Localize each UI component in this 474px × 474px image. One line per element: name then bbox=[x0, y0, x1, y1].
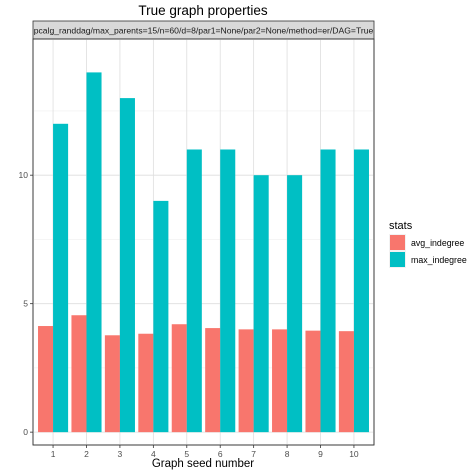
x-tick-label: 9 bbox=[318, 449, 323, 459]
x-tick-label: 3 bbox=[118, 449, 123, 459]
legend-key-avg-indegree bbox=[390, 235, 405, 250]
x-tick-label: 5 bbox=[184, 449, 189, 459]
bar-avg-indegree-2 bbox=[71, 315, 87, 433]
bar-max-indegree-1 bbox=[53, 123, 69, 433]
x-tick-label: 10 bbox=[349, 449, 359, 459]
legend-title: stats bbox=[389, 220, 413, 232]
bar-avg-indegree-6 bbox=[205, 328, 221, 433]
x-axis-title: Graph seed number bbox=[152, 458, 254, 470]
bar-max-indegree-5 bbox=[186, 149, 202, 433]
bar-max-indegree-6 bbox=[220, 149, 236, 433]
bar-max-indegree-9 bbox=[320, 149, 336, 433]
x-tick-label: 6 bbox=[218, 449, 223, 459]
bar-max-indegree-8 bbox=[287, 175, 303, 433]
bar-max-indegree-3 bbox=[119, 98, 135, 433]
facet-label: pcalg_randdag/max_parents=15/n=60/d=8/pa… bbox=[34, 26, 374, 36]
bar-max-indegree-10 bbox=[353, 149, 369, 433]
bars bbox=[38, 72, 369, 433]
y-tick-label: 0 bbox=[23, 427, 28, 437]
bar-avg-indegree-10 bbox=[338, 331, 354, 433]
bar-avg-indegree-4 bbox=[138, 333, 154, 433]
y-tick-label: 10 bbox=[19, 170, 29, 180]
x-tick-label: 4 bbox=[151, 449, 156, 459]
bar-max-indegree-7 bbox=[253, 175, 269, 433]
chart-title: True graph properties bbox=[138, 3, 268, 18]
bar-avg-indegree-3 bbox=[104, 335, 120, 433]
bar-max-indegree-4 bbox=[153, 200, 169, 433]
x-tick-label: 1 bbox=[51, 449, 56, 459]
x-axis: 1 2 3 4 5 6 7 8 9 10 bbox=[51, 445, 359, 459]
legend-items: avg_indegree max_indegree bbox=[389, 234, 467, 268]
bar-max-indegree-2 bbox=[86, 72, 102, 433]
bar-avg-indegree-1 bbox=[38, 326, 54, 433]
legend-label-avg-indegree: avg_indegree bbox=[411, 238, 464, 248]
x-tick-label: 2 bbox=[84, 449, 89, 459]
bar-avg-indegree-9 bbox=[305, 330, 321, 433]
legend-label-max-indegree: max_indegree bbox=[411, 255, 467, 265]
x-tick-label: 8 bbox=[285, 449, 290, 459]
legend-key-max-indegree bbox=[390, 252, 405, 267]
x-tick-label: 7 bbox=[251, 449, 256, 459]
y-axis: 0 5 10 bbox=[19, 170, 33, 437]
bar-avg-indegree-7 bbox=[238, 329, 254, 433]
plot-panel-border bbox=[32, 38, 375, 446]
bar-avg-indegree-8 bbox=[272, 329, 288, 433]
bar-avg-indegree-5 bbox=[171, 324, 187, 433]
y-tick-label: 5 bbox=[23, 299, 28, 309]
legend: stats avg_indegree max_indegree bbox=[389, 220, 467, 268]
